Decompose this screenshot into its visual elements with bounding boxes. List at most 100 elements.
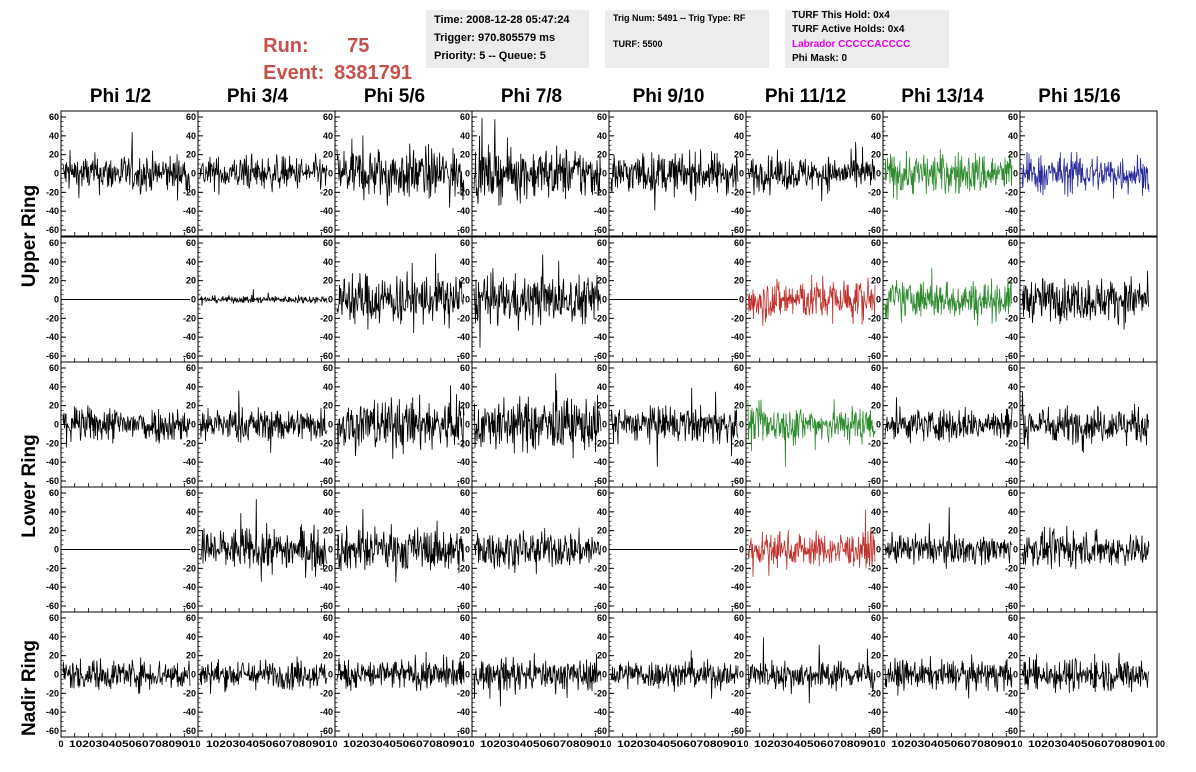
y-tick-label: 0 <box>1013 169 1018 179</box>
waveform-trace <box>336 651 465 692</box>
run-number: Run: 75 <box>252 12 369 58</box>
y-tick-label: -20 <box>731 313 744 323</box>
y-tick-label: 20 <box>597 401 607 411</box>
event-label: Event: <box>263 62 325 84</box>
waveform-trace <box>199 656 328 694</box>
y-tick-label: 40 <box>597 382 607 392</box>
y-tick-label: -20 <box>594 313 607 323</box>
y-tick-label: 40 <box>323 632 333 642</box>
y-tick-label: 60 <box>186 363 196 373</box>
y-tick-label: -20 <box>46 688 59 698</box>
y-tick-label: 60 <box>1008 238 1018 248</box>
waveform-trace <box>473 117 602 206</box>
y-tick-label: 0 <box>465 169 470 179</box>
y-tick-label: -20 <box>183 563 196 573</box>
y-tick-label: 0 <box>1013 545 1018 555</box>
y-tick-label: 0 <box>54 670 59 680</box>
y-tick-label: 20 <box>871 526 881 536</box>
y-tick-label: -60 <box>320 726 333 736</box>
x-tick-label: 0 <box>195 739 200 749</box>
y-tick-label: 0 <box>465 420 470 430</box>
y-tick-label: 0 <box>876 670 881 680</box>
waveform-trace <box>610 149 739 211</box>
y-tick-label: 0 <box>739 670 744 680</box>
y-tick-label: 40 <box>186 382 196 392</box>
y-tick-label: -20 <box>46 563 59 573</box>
y-tick-label: -40 <box>594 457 607 467</box>
y-tick-label: 20 <box>49 651 59 661</box>
y-tick-label: -60 <box>183 225 196 235</box>
y-tick-label: 0 <box>1013 295 1018 305</box>
y-tick-label: 0 <box>191 420 196 430</box>
y-tick-label: -60 <box>320 351 333 361</box>
y-tick-label: 20 <box>186 276 196 286</box>
y-tick-label: 0 <box>602 545 607 555</box>
y-tick-label: -20 <box>46 438 59 448</box>
x-tick-label: 1020304050607080901 <box>754 739 880 749</box>
y-tick-label: 0 <box>54 169 59 179</box>
y-tick-label: 0 <box>876 169 881 179</box>
y-tick-label: 40 <box>49 257 59 267</box>
y-tick-label: 60 <box>871 488 881 498</box>
y-tick-label: -60 <box>1005 726 1018 736</box>
waveform-trace <box>884 397 1013 444</box>
y-tick-label: -40 <box>1005 332 1018 342</box>
waveform-trace <box>336 135 465 208</box>
y-tick-label: 0 <box>876 545 881 555</box>
y-tick-label: 20 <box>871 651 881 661</box>
y-tick-label: 60 <box>1008 613 1018 623</box>
y-tick-label: 60 <box>597 112 607 122</box>
y-tick-label: 40 <box>871 632 881 642</box>
y-tick-label: 40 <box>734 632 744 642</box>
turf-info-panel: TURF This Hold: 0x4 TURF Active Holds: 0… <box>785 10 949 68</box>
y-tick-label: -40 <box>868 582 881 592</box>
y-tick-label: 20 <box>734 150 744 160</box>
y-tick-label: -40 <box>731 582 744 592</box>
y-tick-label: -60 <box>183 476 196 486</box>
phi-header: Phi 7/8 <box>500 86 563 107</box>
y-tick-label: -20 <box>457 688 470 698</box>
y-tick-label: -40 <box>320 206 333 216</box>
panel-frame <box>608 611 747 738</box>
y-tick-label: -20 <box>320 563 333 573</box>
waveform-trace <box>747 509 876 578</box>
waveform-trace <box>747 274 876 326</box>
y-tick-label: 40 <box>49 507 59 517</box>
y-tick-label: 0 <box>602 169 607 179</box>
event-value: 8381791 <box>334 62 412 84</box>
waveform-trace <box>610 650 739 699</box>
y-tick-label: 0 <box>328 169 333 179</box>
y-tick-label: 0 <box>739 420 744 430</box>
y-tick-label: 60 <box>186 112 196 122</box>
y-tick-label: -20 <box>731 187 744 197</box>
y-tick-label: -60 <box>731 476 744 486</box>
y-tick-label: -20 <box>183 313 196 323</box>
y-tick-label: -40 <box>594 206 607 216</box>
y-tick-label: -20 <box>457 187 470 197</box>
waveform-trace <box>199 390 328 453</box>
y-tick-label: -60 <box>320 225 333 235</box>
y-tick-label: -60 <box>594 351 607 361</box>
y-tick-label: 60 <box>49 238 59 248</box>
y-tick-label: 40 <box>871 507 881 517</box>
y-tick-label: 60 <box>871 112 881 122</box>
waveform-trace <box>199 499 328 582</box>
y-tick-label: 0 <box>54 420 59 430</box>
y-tick-label: 0 <box>1013 420 1018 430</box>
y-tick-label: -40 <box>457 332 470 342</box>
y-tick-label: 20 <box>49 276 59 286</box>
y-tick-label: 40 <box>597 507 607 517</box>
y-tick-label: 60 <box>49 112 59 122</box>
y-tick-label: 0 <box>876 295 881 305</box>
trigger-text: Trigger: 970.805579 ms <box>434 32 556 44</box>
waveform-trace <box>473 254 602 348</box>
y-tick-label: 60 <box>460 488 470 498</box>
y-tick-label: 20 <box>460 150 470 160</box>
y-tick-label: 20 <box>460 526 470 536</box>
waveform-trace <box>199 153 328 195</box>
y-tick-label: -20 <box>594 438 607 448</box>
waveform-trace <box>336 253 465 334</box>
y-tick-label: 20 <box>734 401 744 411</box>
y-tick-label: -20 <box>457 313 470 323</box>
